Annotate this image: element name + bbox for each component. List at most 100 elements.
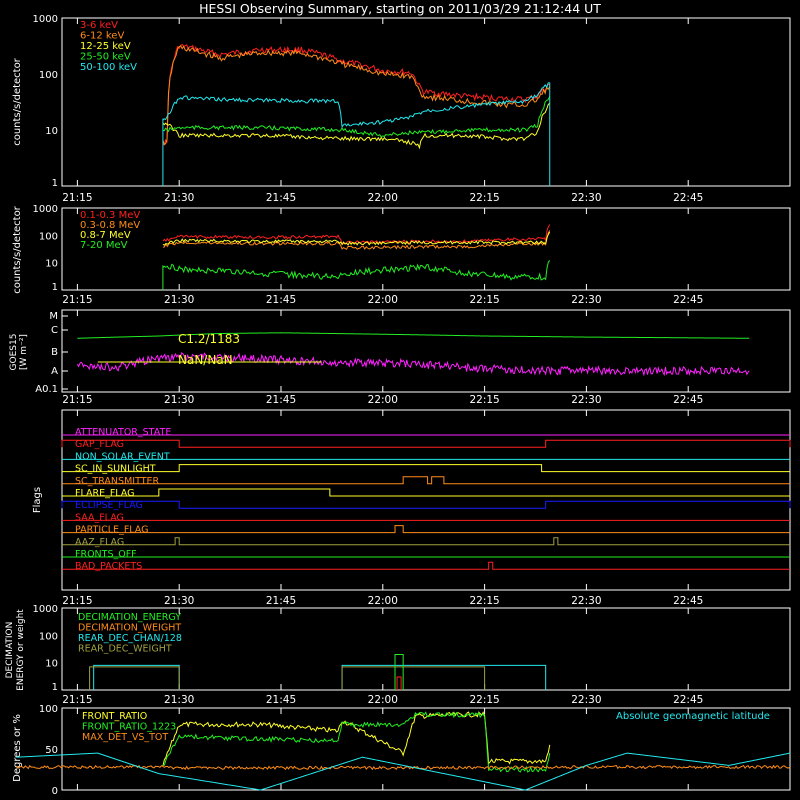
flag-label-bad-packets: BAD_PACKETS xyxy=(75,561,142,572)
ratio-ytick-label: 50 xyxy=(45,745,58,756)
low-energy-legend-item: 25-50 keV xyxy=(80,52,131,63)
goes-ylabel: GOES15 xyxy=(9,334,19,371)
goes-annotation-peak: C1.2/1183 xyxy=(178,332,240,346)
low-energy-ytick-label: 1 xyxy=(52,178,58,189)
flags-xtick-label: 22:45 xyxy=(673,595,703,607)
goes-xtick-label: 21:30 xyxy=(164,394,194,406)
goes-xtick-label: 21:15 xyxy=(62,394,92,406)
goes-ytick-label: B xyxy=(51,347,58,358)
ratio-ytick-label: 100 xyxy=(39,704,58,715)
flag-label-sc-in-sunlight: SC_IN_SUNLIGHT xyxy=(75,464,156,475)
decimation-energy-spike xyxy=(394,653,404,690)
goes-xtick-label: 22:30 xyxy=(571,394,601,406)
ratio-legend-item: MAX_DET_VS_TOT xyxy=(82,732,168,743)
goes-ytick-label: A0.1 xyxy=(35,384,58,395)
flag-label-attenuator-state: ATTENUATOR_STATE xyxy=(75,427,171,438)
decimation-ytick-label: 1 xyxy=(52,682,58,693)
ratio-ytick-label: 0 xyxy=(52,786,58,797)
low-energy-xtick-label: 21:30 xyxy=(164,192,194,204)
flag-trace-transmitter xyxy=(62,476,790,485)
goes-ytick-label: A xyxy=(51,366,58,377)
goes-xtick-label: 21:45 xyxy=(266,394,296,406)
panel-low-energy-frame xyxy=(61,17,791,187)
ratio-series-MAX_DET_VS_TOT xyxy=(15,764,791,771)
flag-trace-sunlight xyxy=(62,464,790,473)
panel-decimation-frame xyxy=(61,607,791,691)
decimation-ytick-label: 10 xyxy=(45,659,58,670)
high-energy-xtick-label: 22:15 xyxy=(469,294,499,306)
flag-label-non-solar-event: NON_SOLAR_EVENT xyxy=(75,451,170,462)
decimation-xtick-label: 21:30 xyxy=(164,694,194,706)
decimation-legend-item: REAR_DEC_WEIGHT xyxy=(78,644,172,655)
flags-xtick-label: 22:15 xyxy=(469,595,499,607)
flags-xtick-label: 22:00 xyxy=(368,595,398,607)
flag-label-particle-flag: PARTICLE_FLAG xyxy=(75,525,148,536)
low-energy-xtick-label: 22:15 xyxy=(469,192,499,204)
decimation-xtick-label: 22:45 xyxy=(673,694,703,706)
high-energy-xtick-label: 21:30 xyxy=(164,294,194,306)
low-energy-xtick-label: 21:45 xyxy=(266,192,296,204)
flag-trace-aaz xyxy=(62,537,790,546)
high-energy-legend-item: 0.3-0.8 MeV xyxy=(80,220,140,231)
decimation-rear-chan-left xyxy=(93,664,180,690)
high-energy-xtick-label: 21:45 xyxy=(266,294,296,306)
high-energy-xtick-label: 21:15 xyxy=(62,294,92,306)
low-energy-ytick-label: 10 xyxy=(45,126,58,137)
decimation-rear-weight-right xyxy=(341,666,486,690)
ratio-ylabel: Degrees or % xyxy=(12,714,23,782)
panel-flags-frame xyxy=(61,409,791,591)
flag-trace-particle xyxy=(62,525,790,534)
flags-xtick-label: 21:30 xyxy=(164,595,194,607)
decimation-xtick-label: 22:00 xyxy=(368,694,398,706)
high-energy-ytick-label: 1 xyxy=(52,282,58,293)
decimation-xtick-label: 21:15 xyxy=(62,694,92,706)
high-energy-series-7-20-MeV xyxy=(162,260,551,281)
low-energy-ytick-label: 100 xyxy=(39,70,58,81)
goes-ytick-label: M xyxy=(49,311,58,322)
high-energy-legend-item: 0.8-7 MeV xyxy=(80,230,131,241)
panel-goes-frame xyxy=(61,309,791,393)
high-energy-series-0.8-7-MeV xyxy=(162,231,551,246)
decimation-weight-spike xyxy=(396,676,402,690)
goes-xtick-label: 22:45 xyxy=(673,394,703,406)
ratio-series-FRONT_RATIO_1223 xyxy=(162,711,551,773)
decimation-legend-item: DECIMATION_ENERGY xyxy=(78,612,181,623)
high-energy-xtick-label: 22:00 xyxy=(368,294,398,306)
low-energy-legend-item: 3-6 keV xyxy=(80,20,118,31)
low-energy-legend-item: 50-100 keV xyxy=(80,62,137,73)
low-energy-xtick-label: 22:45 xyxy=(673,192,703,204)
flag-trace-gap xyxy=(61,439,791,448)
decimation-ylabel2: ENERGY or weight xyxy=(16,609,26,691)
decimation-legend-item: DECIMATION_WEIGHT xyxy=(78,623,181,634)
low-energy-xtick-label: 22:30 xyxy=(571,192,601,204)
high-energy-ylabel: counts/s/detector xyxy=(12,205,23,293)
high-energy-xtick-label: 22:45 xyxy=(673,294,703,306)
low-energy-series-6-12-keV xyxy=(162,44,551,146)
low-energy-xtick-label: 21:15 xyxy=(62,192,92,204)
flag-label-saa-flag: SAA_FLAG xyxy=(75,512,124,523)
panel-high-energy-frame xyxy=(61,207,791,291)
low-energy-xtick-label: 22:00 xyxy=(368,192,398,204)
flag-label-sc-transmitter: SC_TRANSMITTER xyxy=(75,476,160,487)
decimation-xtick-label: 22:15 xyxy=(469,694,499,706)
high-energy-legend-item: 7-20 MeV xyxy=(80,240,128,251)
low-energy-ylabel: counts/s/detector xyxy=(12,57,23,145)
ratio-geomag-label: Absolute geomagnetic latitude xyxy=(616,711,770,722)
decimation-ylabel: DECIMATION xyxy=(5,622,15,679)
high-energy-ytick-label: 10 xyxy=(45,259,58,270)
low-energy-legend-item: 6-12 keV xyxy=(80,31,124,42)
figure-title: HESSI Observing Summary, starting on 201… xyxy=(199,1,601,16)
flags-xtick-label: 22:30 xyxy=(571,595,601,607)
flags-xtick-label: 21:15 xyxy=(62,595,92,607)
ratio-legend-item: FRONT_RATIO xyxy=(82,711,147,722)
flags-ylabel: Flags xyxy=(32,487,43,513)
decimation-xtick-label: 21:45 xyxy=(266,694,296,706)
flag-label-fronts-off: FRONTS_OFF xyxy=(75,549,137,560)
goes-xtick-label: 22:15 xyxy=(469,394,499,406)
flag-label-flare-flag: FLARE_FLAG xyxy=(75,488,135,499)
goes-series-green xyxy=(77,332,750,339)
panel-ratio-frame xyxy=(61,707,791,791)
high-energy-legend-item: 0.1-0.3 MeV xyxy=(80,210,140,221)
